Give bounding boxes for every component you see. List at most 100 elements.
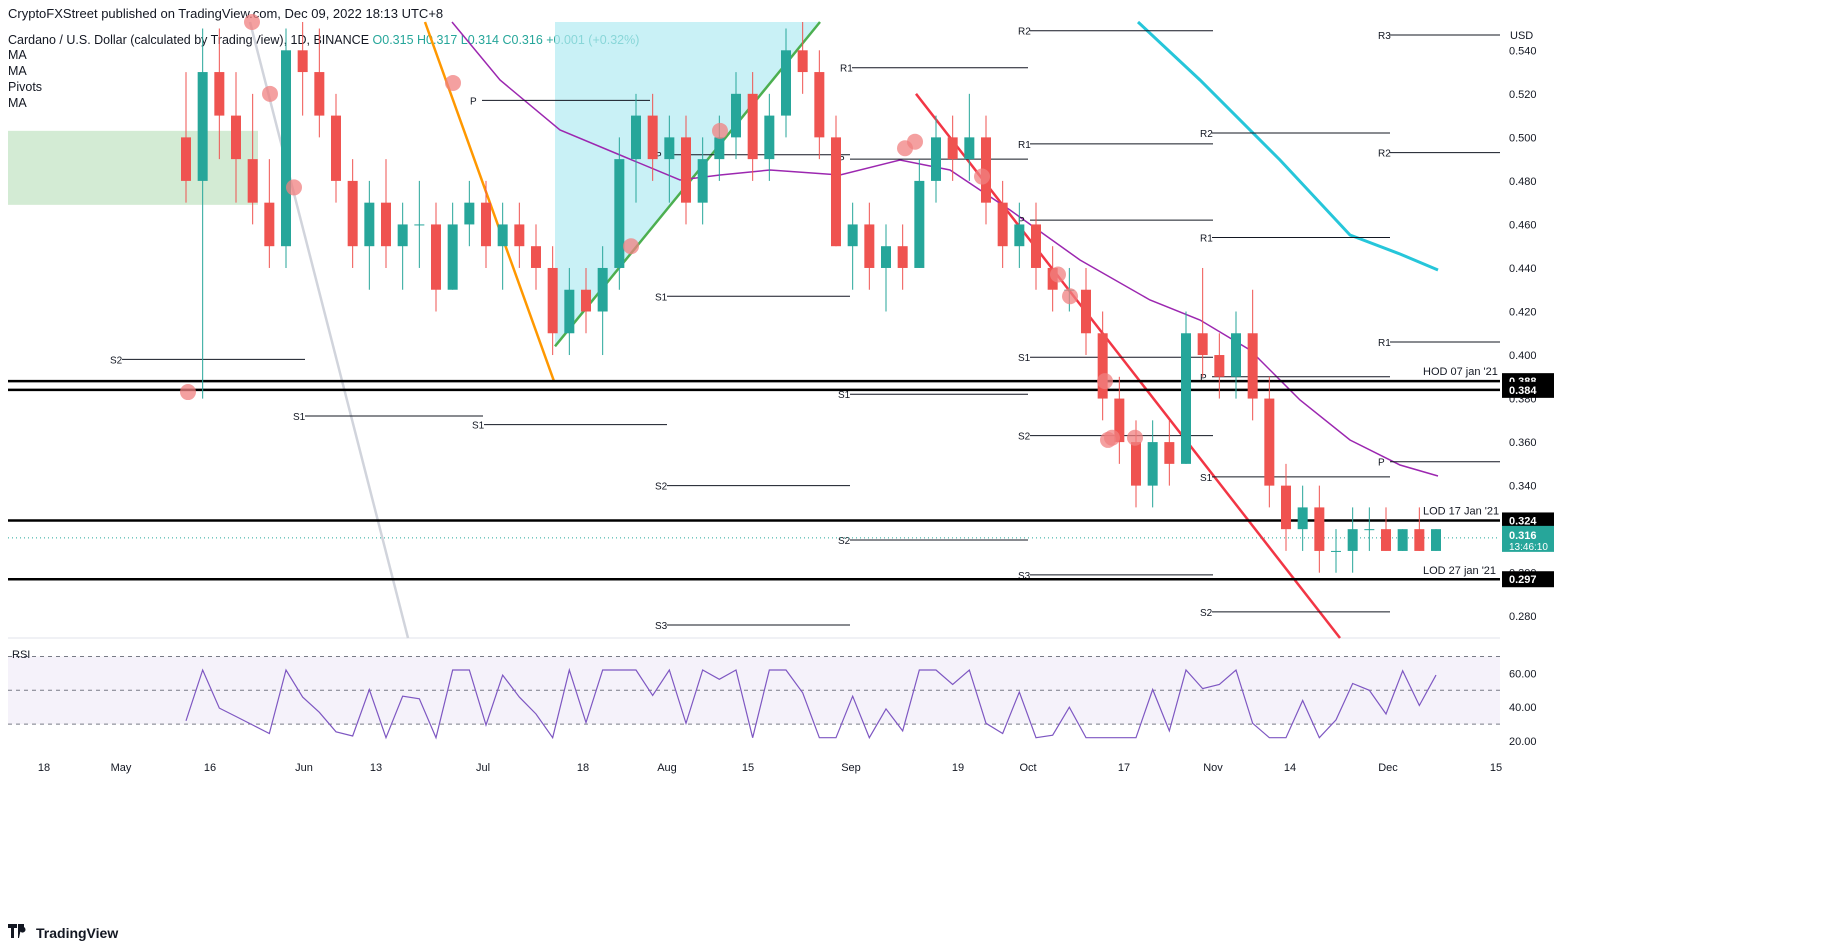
tradingview-brand: TradingView xyxy=(36,924,119,941)
indicator-ma-2[interactable]: MA xyxy=(8,64,27,78)
candle-body xyxy=(1414,529,1425,551)
candle xyxy=(397,202,408,290)
candle xyxy=(481,180,491,268)
candle-body xyxy=(214,72,225,116)
pivot-label: S3 xyxy=(1018,571,1031,582)
gray-ma-line xyxy=(248,21,410,639)
touch-marker xyxy=(1050,266,1066,283)
published-line: CryptoFXStreet published on TradingView.… xyxy=(8,6,444,21)
candle xyxy=(897,224,908,290)
candle xyxy=(797,22,808,94)
pivot-label: S2 xyxy=(1018,432,1031,443)
y-tick-label: 0.360 xyxy=(1509,437,1537,449)
indicator-ma-3[interactable]: MA xyxy=(8,96,27,110)
pivot-label: S2 xyxy=(110,355,123,366)
candle xyxy=(281,28,291,268)
indicator-ma-1[interactable]: MA xyxy=(8,48,27,62)
candle xyxy=(681,115,691,225)
candle-body xyxy=(947,137,958,160)
level-price-tag: 0.384 xyxy=(1502,381,1554,398)
candle-body xyxy=(381,202,391,247)
candle xyxy=(1314,485,1325,573)
touch-marker xyxy=(623,238,639,255)
candle xyxy=(1264,376,1275,508)
candle xyxy=(1014,202,1025,268)
candle-body xyxy=(1247,333,1258,399)
candle-body xyxy=(1314,507,1325,551)
x-tick-label: 18 xyxy=(577,762,589,774)
candle xyxy=(814,50,825,160)
rsi-line xyxy=(185,667,1437,740)
candle-body xyxy=(1364,529,1375,531)
candle-body xyxy=(864,224,875,268)
tradingview-logo-icon xyxy=(8,924,30,941)
candle-body xyxy=(797,50,808,73)
y-tick-label: 0.540 xyxy=(1509,45,1537,57)
candle-body xyxy=(547,267,558,334)
pivot-label: S1 xyxy=(838,390,851,401)
candle xyxy=(1031,202,1041,290)
candle xyxy=(997,180,1008,268)
candle-body xyxy=(1264,398,1275,486)
candle xyxy=(697,137,708,225)
candle xyxy=(1414,507,1425,551)
touch-marker xyxy=(262,85,278,102)
x-tick-label: 17 xyxy=(1118,762,1130,774)
x-tick-label: 16 xyxy=(204,762,216,774)
candle xyxy=(947,115,958,181)
candle-body xyxy=(631,115,641,160)
candle-body xyxy=(1331,550,1341,552)
last-price-tag-bg xyxy=(1502,525,1554,552)
candle-body xyxy=(1214,355,1225,377)
level-price-tag: 0.297 xyxy=(1502,571,1554,588)
candle-body xyxy=(1181,333,1191,464)
candle-body xyxy=(697,159,708,203)
candle-body xyxy=(231,115,241,160)
level-price-tag-text: 0.384 xyxy=(1509,385,1537,397)
candle xyxy=(364,180,375,290)
candle-body xyxy=(1347,529,1358,551)
level-price-tag-bg xyxy=(1502,381,1554,398)
candle xyxy=(614,137,625,290)
candle xyxy=(531,224,541,290)
candle xyxy=(1381,507,1391,551)
candle xyxy=(914,159,925,268)
pivot-label: P xyxy=(655,151,662,162)
candle-body xyxy=(397,224,408,247)
x-tick-label: Aug xyxy=(657,762,677,774)
candle xyxy=(1431,529,1441,551)
rsi-tick-label: 40.00 xyxy=(1509,702,1537,714)
touch-marker xyxy=(712,122,728,139)
pivot-label: P xyxy=(838,155,845,166)
candle xyxy=(297,22,308,116)
candle-body xyxy=(364,202,375,247)
x-tick-label: 18 xyxy=(38,762,50,774)
candle-body xyxy=(831,137,841,247)
pivot-label: R2 xyxy=(1200,129,1213,140)
y-tick-label: 0.480 xyxy=(1509,176,1537,188)
candle-body xyxy=(597,267,608,312)
candle-body xyxy=(481,202,491,247)
candle xyxy=(831,115,841,247)
level-price-tag-bg xyxy=(1502,571,1554,588)
candle xyxy=(647,93,658,181)
pivot-label: S1 xyxy=(472,421,485,432)
candle-body xyxy=(1031,224,1041,268)
pivot-label: S3 xyxy=(655,621,668,632)
candle xyxy=(964,93,975,181)
pivot-label: R2 xyxy=(1018,27,1031,38)
candle xyxy=(1331,529,1341,573)
x-tick-label: 19 xyxy=(952,762,964,774)
candle xyxy=(1297,485,1308,551)
candle xyxy=(1114,376,1125,464)
candle xyxy=(1364,507,1375,551)
pivot-label: R1 xyxy=(840,64,853,75)
candle xyxy=(931,115,941,203)
candle-body xyxy=(714,137,725,160)
candle xyxy=(231,72,241,203)
candle-body xyxy=(1097,333,1108,399)
indicator-pivots[interactable]: Pivots xyxy=(8,80,43,94)
candle xyxy=(264,159,275,268)
candle xyxy=(1164,420,1175,486)
